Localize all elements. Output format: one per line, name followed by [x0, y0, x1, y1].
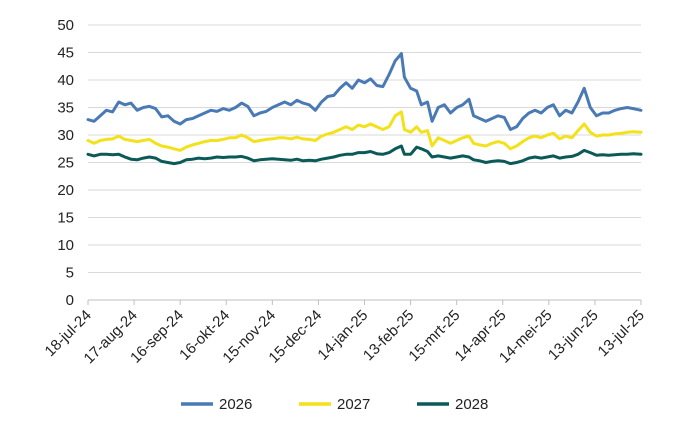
- gridlines: [88, 24, 641, 273]
- y-tick-label: 0: [66, 292, 74, 309]
- series-lines: [86, 52, 643, 166]
- y-tick-label: 35: [57, 100, 74, 117]
- y-axis: 0 5 10 15 20 25 30 35 40 45 50: [57, 17, 74, 309]
- series-line-2028: [86, 144, 643, 166]
- legend-label-2027: 2027: [337, 396, 370, 413]
- legend-label-2026: 2026: [219, 396, 252, 413]
- x-axis: 18-jul-2417-aug-2416-sep-2416-okt-2415-n…: [42, 299, 648, 367]
- y-tick-label: 20: [57, 182, 74, 199]
- legend: 2026 2027 2028: [181, 396, 488, 413]
- y-tick-label: 30: [57, 127, 74, 144]
- y-tick-label: 50: [57, 17, 74, 34]
- y-tick-label: 45: [57, 45, 74, 62]
- y-tick-label: 5: [66, 265, 74, 282]
- legend-label-2028: 2028: [455, 396, 488, 413]
- y-tick-label: 15: [57, 210, 74, 227]
- y-tick-label: 25: [57, 155, 74, 172]
- x-tick-label: 13-jun-25: [545, 307, 602, 364]
- y-tick-label: 10: [57, 237, 74, 254]
- x-tick-label: 13-jul-25: [595, 307, 648, 360]
- series-line-2026: [86, 52, 643, 131]
- y-tick-label: 40: [57, 72, 74, 89]
- series-line-2027: [86, 110, 643, 152]
